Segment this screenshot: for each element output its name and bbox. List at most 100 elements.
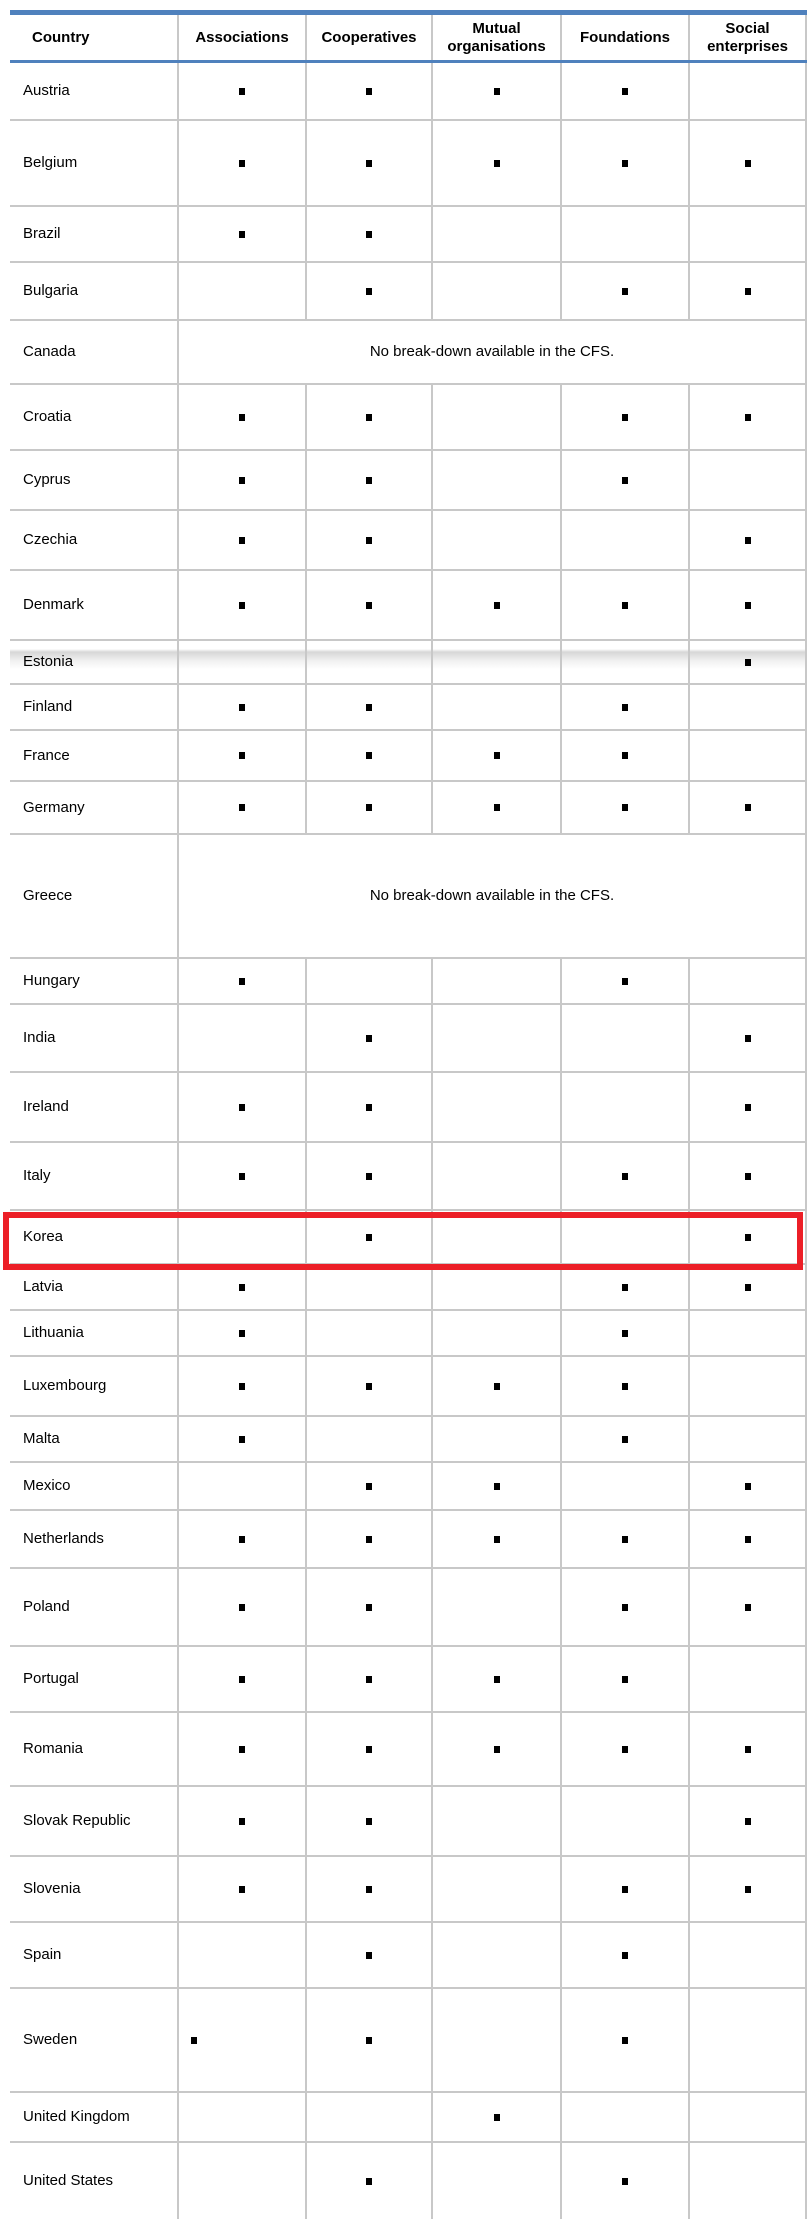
filled-square-marker (493, 752, 500, 760)
filled-square-marker (239, 230, 245, 238)
mark-cell-cooperatives (306, 1710, 433, 1786)
table-row: India (10, 1002, 807, 1072)
country-cell: Mexico (10, 1460, 179, 1510)
table-row: United States (10, 2140, 807, 2219)
mark-cell-social-enterprises (689, 260, 807, 320)
filled-square-marker (239, 159, 245, 167)
mark-cell-cooperatives (306, 568, 433, 640)
country-cell: Netherlands (10, 1508, 179, 1568)
mark-cell-mutual-organisations (432, 1070, 562, 1142)
mark-cell-cooperatives (306, 1262, 433, 1310)
filled-square-marker (622, 1172, 628, 1180)
filled-square-marker (239, 87, 245, 95)
filled-square-marker (744, 1885, 751, 1893)
filled-square-marker (366, 804, 372, 812)
filled-square-marker (493, 87, 500, 95)
filled-square-marker (239, 1103, 245, 1111)
filled-square-marker (366, 1817, 372, 1825)
filled-square-marker (366, 87, 372, 95)
mark-cell-foundations (561, 1710, 690, 1786)
mark-cell-associations (178, 448, 307, 510)
filled-square-marker (493, 1482, 500, 1490)
table-row: Luxembourg (10, 1354, 807, 1416)
country-cell: United Kingdom (10, 2090, 179, 2142)
mark-cell-foundations (561, 1354, 690, 1416)
mark-cell-associations (178, 1308, 307, 1356)
mark-cell-cooperatives (306, 779, 433, 834)
mark-cell-social-enterprises (689, 568, 807, 640)
mark-cell-mutual-organisations (432, 638, 562, 684)
mark-cell-social-enterprises (689, 1644, 807, 1712)
mark-cell-mutual-organisations (432, 260, 562, 320)
country-cell: Malta (10, 1414, 179, 1462)
filled-square-marker (622, 977, 628, 985)
table-row: Canada No break-down available in the CFS… (10, 318, 807, 384)
filled-square-marker (493, 601, 500, 609)
filled-square-marker (622, 752, 628, 760)
filled-square-marker (239, 1675, 245, 1683)
mark-cell-foundations (561, 118, 690, 206)
mark-cell-foundations (561, 1566, 690, 1646)
country-cell: Austria (10, 61, 179, 120)
mark-cell-associations (178, 1508, 307, 1568)
country-cell: Romania (10, 1710, 179, 1786)
mark-cell-social-enterprises (689, 1002, 807, 1072)
mark-cell-associations (178, 2090, 307, 2142)
column-header-cooperatives: Cooperatives (306, 12, 433, 63)
mark-cell-associations (178, 568, 307, 640)
filled-square-marker (366, 703, 372, 711)
filled-square-marker (366, 230, 372, 238)
filled-square-marker (744, 601, 751, 609)
filled-square-marker (366, 1382, 372, 1390)
filled-square-marker (366, 1482, 372, 1490)
country-cell: Greece (10, 832, 179, 958)
table-row: Italy (10, 1140, 807, 1210)
mark-cell-foundations (561, 1854, 690, 1922)
mark-cell-mutual-organisations (432, 1262, 562, 1310)
mark-cell-cooperatives (306, 728, 433, 781)
filled-square-marker (239, 601, 245, 609)
table-row: Czechia (10, 508, 807, 570)
table-row: Cyprus (10, 448, 807, 510)
table-row: Portugal (10, 1644, 807, 1712)
mark-cell-foundations (561, 1262, 690, 1310)
cfs-breakdown-table: Country Associations Cooperatives Mutual… (10, 10, 807, 2219)
filled-square-marker (366, 413, 372, 421)
filled-square-marker (366, 1034, 372, 1042)
filled-square-marker (191, 2036, 197, 2044)
filled-square-marker (239, 1745, 245, 1753)
mark-cell-cooperatives (306, 382, 433, 450)
filled-square-marker (622, 1951, 628, 1959)
filled-square-marker (239, 703, 245, 711)
filled-square-marker (622, 159, 628, 167)
filled-square-marker (366, 536, 372, 544)
mark-cell-associations (178, 728, 307, 781)
country-cell: Sweden (10, 1986, 179, 2092)
table-row: France (10, 728, 807, 781)
filled-square-marker (622, 1745, 628, 1753)
mark-cell-foundations (561, 1070, 690, 1142)
mark-cell-social-enterprises (689, 118, 807, 206)
table-row: Denmark (10, 568, 807, 640)
filled-square-marker (239, 476, 245, 484)
mark-cell-social-enterprises (689, 1460, 807, 1510)
filled-square-marker (239, 1283, 245, 1291)
mark-cell-social-enterprises (689, 1070, 807, 1142)
filled-square-marker (493, 1745, 500, 1753)
mark-cell-cooperatives (306, 956, 433, 1004)
mark-cell-foundations (561, 508, 690, 570)
mark-cell-cooperatives (306, 1414, 433, 1462)
mark-cell-social-enterprises (689, 1354, 807, 1416)
mark-cell-social-enterprises (689, 1262, 807, 1310)
mark-cell-cooperatives (306, 1140, 433, 1210)
filled-square-marker (744, 1603, 751, 1611)
mark-cell-foundations (561, 382, 690, 450)
country-cell: Cyprus (10, 448, 179, 510)
column-header-country: Country (10, 12, 179, 63)
filled-square-marker (239, 1172, 245, 1180)
table-row: Sweden (10, 1986, 807, 2092)
filled-square-marker (366, 752, 372, 760)
country-cell: Poland (10, 1566, 179, 1646)
mark-cell-cooperatives (306, 1308, 433, 1356)
mark-cell-mutual-organisations (432, 448, 562, 510)
